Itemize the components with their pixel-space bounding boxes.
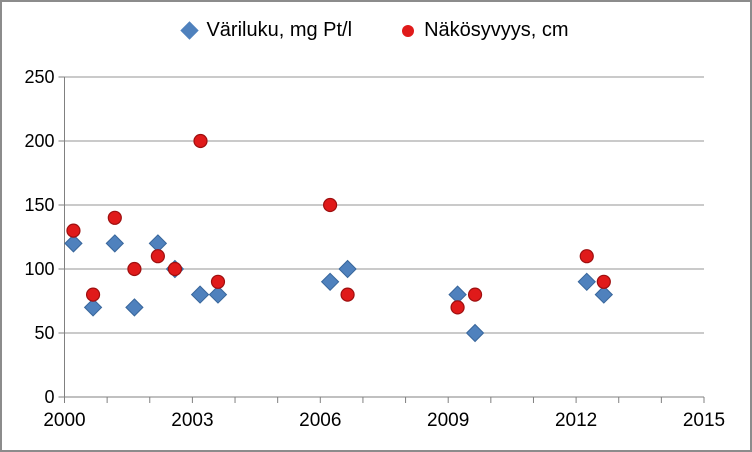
data-point-variluku <box>208 285 228 304</box>
x-axis-label: 2012 <box>555 410 597 431</box>
data-point-variluku <box>105 234 125 253</box>
circle-marker-icon <box>402 24 415 37</box>
y-axis-label: 0 <box>44 387 54 407</box>
y-axis-label: 100 <box>24 259 54 279</box>
x-axis-label: 2015 <box>683 410 725 431</box>
diamond-marker-icon <box>180 21 200 40</box>
data-point-variluku <box>64 234 83 253</box>
data-point-nakosyvyys <box>167 261 183 277</box>
data-point-variluku <box>83 298 103 317</box>
y-axis-label: 200 <box>24 131 54 151</box>
data-point-variluku <box>190 285 210 304</box>
data-point-variluku <box>338 259 357 279</box>
y-axis-label: 50 <box>34 323 54 343</box>
data-point-nakosyvyys <box>579 249 594 264</box>
legend-label-nakosyvyys: Näkösyvyys, cm <box>424 19 569 41</box>
data-point-variluku <box>577 272 596 292</box>
y-axis-label: 250 <box>24 67 54 87</box>
y-axis-label: 150 <box>24 195 54 215</box>
chart-legend: Väriluku, mg Pt/l Näkösyvyys, cm <box>2 19 750 42</box>
legend-label-variluku: Väriluku, mg Pt/l <box>206 19 353 41</box>
data-point-nakosyvyys <box>85 287 101 302</box>
data-point-variluku <box>125 298 144 317</box>
x-axis-label: 2009 <box>427 410 469 431</box>
x-axis-label: 2006 <box>299 410 341 431</box>
data-point-nakosyvyys <box>66 223 81 238</box>
legend-item-nakosyvyys: Näkösyvyys, cm <box>402 19 569 42</box>
x-axis-label: 2003 <box>171 410 213 431</box>
x-axis-label: 2000 <box>43 410 85 431</box>
data-point-nakosyvyys <box>210 274 226 289</box>
data-point-nakosyvyys <box>596 274 611 289</box>
data-point-nakosyvyys <box>450 300 465 315</box>
data-point-variluku <box>465 323 485 343</box>
data-point-nakosyvyys <box>150 249 165 264</box>
data-point-variluku <box>594 285 614 304</box>
legend-item-variluku: Väriluku, mg Pt/l <box>180 19 353 42</box>
data-point-nakosyvyys <box>323 197 338 213</box>
data-point-nakosyvyys <box>467 287 483 302</box>
data-point-nakosyvyys <box>107 210 122 225</box>
data-point-nakosyvyys <box>127 261 142 277</box>
data-point-variluku <box>320 272 340 292</box>
data-point-nakosyvyys <box>340 287 355 302</box>
data-point-nakosyvyys <box>193 133 208 149</box>
